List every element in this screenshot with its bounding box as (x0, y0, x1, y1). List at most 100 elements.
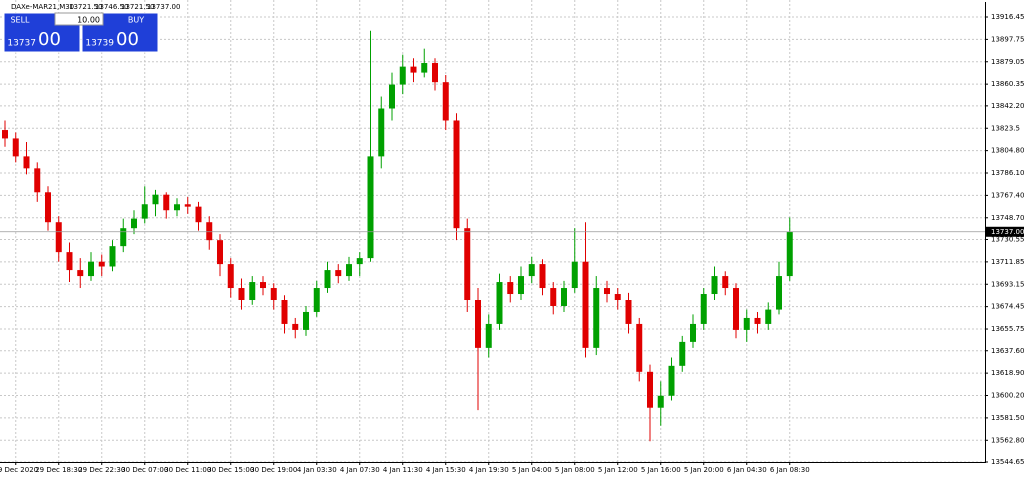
y-tick-label: 13786.10 (991, 169, 1024, 177)
candle-body (614, 294, 621, 301)
x-tick-label: 5 Jan 16:00 (641, 466, 681, 474)
candle-body (604, 288, 610, 295)
candle-body (711, 276, 718, 295)
candle-body (66, 252, 73, 271)
candle-body (367, 156, 374, 259)
symbol-label: DAXe-MAR21,M30 (11, 3, 74, 11)
candle-body (98, 261, 105, 267)
candle-body (270, 288, 277, 301)
candle-body (571, 261, 578, 289)
ask-pips: 00 (116, 29, 139, 50)
x-tick-label: 30 Dec 15:00 (207, 466, 254, 474)
candle-body (765, 309, 772, 324)
current-price-box (986, 226, 1024, 237)
x-tick-label: 4 Jan 15:30 (426, 466, 466, 474)
candles (0, 30, 985, 442)
candle-body (184, 204, 191, 207)
x-tick-label: 5 Jan 12:00 (598, 466, 638, 474)
x-tick-label: 6 Jan 04:30 (727, 466, 767, 474)
candle-body (217, 240, 223, 265)
candle-body (303, 311, 309, 330)
y-tick-label: 13581.50 (991, 414, 1024, 422)
candle-body (23, 156, 30, 169)
y-tick-label: 13637.60 (991, 347, 1024, 355)
x-tick-label: 5 Jan 20:00 (684, 466, 724, 474)
candle-body (131, 218, 137, 229)
candle-body (238, 288, 245, 301)
x-tick-label: 4 Jan 07:30 (340, 466, 380, 474)
y-tick-label: 13842.20 (991, 102, 1024, 110)
candle-body (647, 371, 653, 408)
candle-body (679, 341, 686, 366)
candle-body (77, 270, 84, 277)
candle-body (292, 323, 299, 330)
axes: 13916.45 13897.75 13879.05 13860.35 13842.20… (0, 13, 1024, 474)
candle-body (625, 300, 632, 324)
y-tick-label: 13674.45 (991, 303, 1024, 311)
ohlc-high: 13746.50 (95, 3, 128, 11)
candle-body (539, 264, 546, 289)
y-tick-label: 13860.35 (991, 80, 1024, 88)
candle-body (249, 282, 256, 301)
x-tick-label: 29 Dec 2020 (0, 466, 38, 474)
x-tick-label: 30 Dec 07:00 (121, 466, 168, 474)
candle-body (668, 365, 675, 396)
y-tick-label: 13879.05 (991, 58, 1024, 66)
candle-body (88, 261, 94, 277)
ohlc-open: 13721.50 (69, 3, 102, 11)
candle-body (636, 323, 643, 372)
x-tick-label: 30 Dec 19:00 (250, 466, 297, 474)
candle-body (206, 222, 213, 241)
current-price-label: 13737.00 (991, 228, 1024, 236)
candle-body (356, 258, 363, 265)
buy-button[interactable]: BUY (128, 16, 144, 25)
candle-body (475, 300, 481, 348)
candle-body (141, 204, 148, 219)
lot-value[interactable]: 10.00 (77, 16, 100, 25)
bid-pips: 00 (38, 29, 61, 50)
y-tick-label: 13767.40 (991, 191, 1024, 199)
candle-body (657, 395, 664, 408)
x-tick-label: 4 Jan 11:30 (383, 466, 423, 474)
y-tick-label: 13600.20 (991, 392, 1024, 400)
candle-body (507, 282, 514, 295)
candle-body (582, 261, 589, 348)
lot-input[interactable] (54, 12, 104, 26)
candle-body (45, 192, 51, 223)
candle-body (109, 246, 116, 267)
candle-body (453, 120, 460, 229)
candle-body (195, 206, 202, 223)
candle-body (2, 130, 8, 139)
x-tick-label: 4 Jan 03:30 (297, 466, 337, 474)
candle-body (743, 317, 750, 330)
bid-price: 13737 (7, 39, 36, 49)
ohlc-low: 13721.50 (121, 3, 154, 11)
candle-body (260, 282, 266, 289)
x-tick-label: 4 Jan 19:30 (469, 466, 509, 474)
candle-body (561, 288, 567, 306)
ohlc-close: 13737.00 (147, 3, 180, 11)
candle-body (700, 294, 707, 324)
candle-body (442, 82, 449, 121)
candle-body (464, 228, 471, 301)
candle-body (690, 323, 696, 342)
y-tick-label: 13655.75 (991, 325, 1024, 333)
x-tick-label: 29 Dec 22:30 (78, 466, 125, 474)
x-tick-label: 29 Dec 18:30 (35, 466, 82, 474)
candle-body (421, 63, 428, 73)
candle-body (335, 270, 342, 277)
candle-body (152, 194, 159, 205)
candle-body (593, 288, 600, 348)
candle-body (389, 84, 395, 109)
candle-body (34, 168, 41, 193)
y-tick-label: 13711.85 (991, 258, 1024, 266)
y-tick-label: 13562.80 (991, 436, 1024, 444)
y-tick-label: 13804.80 (991, 147, 1024, 155)
y-tick-label: 13897.75 (991, 35, 1024, 43)
sell-button[interactable]: SELL (10, 16, 30, 25)
y-tick-label: 13618.90 (991, 369, 1024, 377)
y-tick-label: 13730.55 (991, 236, 1024, 244)
ask-price: 13739 (85, 39, 114, 49)
candle-body (722, 276, 729, 289)
